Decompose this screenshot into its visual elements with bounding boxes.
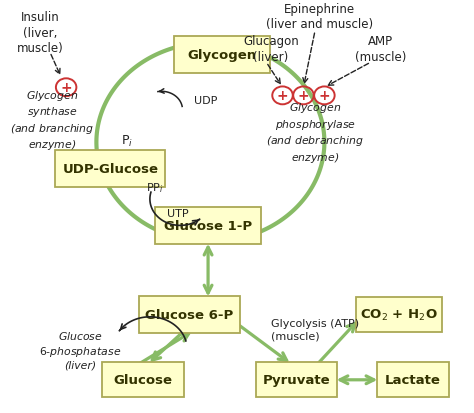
Text: +: + (60, 81, 72, 95)
Text: +: + (298, 89, 309, 103)
FancyBboxPatch shape (139, 297, 240, 333)
Text: Glucose: Glucose (113, 373, 173, 387)
Text: $Glucose$
$6$-$phosphatase$
(liver): $Glucose$ $6$-$phosphatase$ (liver) (39, 329, 121, 370)
Text: +: + (277, 89, 288, 103)
Text: $Glycogen$
$phosphorylase$
(and $debranching$
$enzyme$): $Glycogen$ $phosphorylase$ (and $debranc… (266, 101, 364, 164)
Text: Glycogen: Glycogen (187, 49, 256, 62)
Text: Glycolysis (ATP)
(muscle): Glycolysis (ATP) (muscle) (271, 318, 359, 340)
Text: $Glycogen$
$synthase$
(and $branching$
$enzyme$): $Glycogen$ $synthase$ (and $branching$ $… (10, 89, 94, 152)
Text: Glucose 6-P: Glucose 6-P (146, 309, 234, 321)
Text: AMP
(muscle): AMP (muscle) (355, 35, 406, 64)
Text: Insulin
(liver,
muscle): Insulin (liver, muscle) (17, 12, 64, 55)
Text: P$_i$: P$_i$ (120, 133, 133, 148)
Text: Glucose 1-P: Glucose 1-P (164, 219, 252, 233)
Text: UDP: UDP (194, 96, 218, 106)
Text: Glucagon
(liver): Glucagon (liver) (243, 35, 299, 64)
Text: Epinephrine
(liver and muscle): Epinephrine (liver and muscle) (266, 3, 374, 31)
FancyBboxPatch shape (376, 363, 449, 397)
Text: +: + (319, 89, 330, 103)
Text: CO$_2$ + H$_2$O: CO$_2$ + H$_2$O (360, 308, 438, 323)
Text: Pyruvate: Pyruvate (263, 373, 330, 387)
FancyBboxPatch shape (55, 151, 165, 188)
FancyBboxPatch shape (174, 37, 270, 74)
FancyBboxPatch shape (356, 298, 442, 332)
FancyBboxPatch shape (255, 363, 337, 397)
Text: UDP-Glucose: UDP-Glucose (63, 163, 158, 176)
Text: UTP: UTP (167, 209, 189, 218)
FancyBboxPatch shape (102, 363, 184, 397)
Text: Lactate: Lactate (385, 373, 441, 387)
Text: PP$_i$: PP$_i$ (146, 180, 164, 194)
FancyBboxPatch shape (155, 207, 261, 244)
